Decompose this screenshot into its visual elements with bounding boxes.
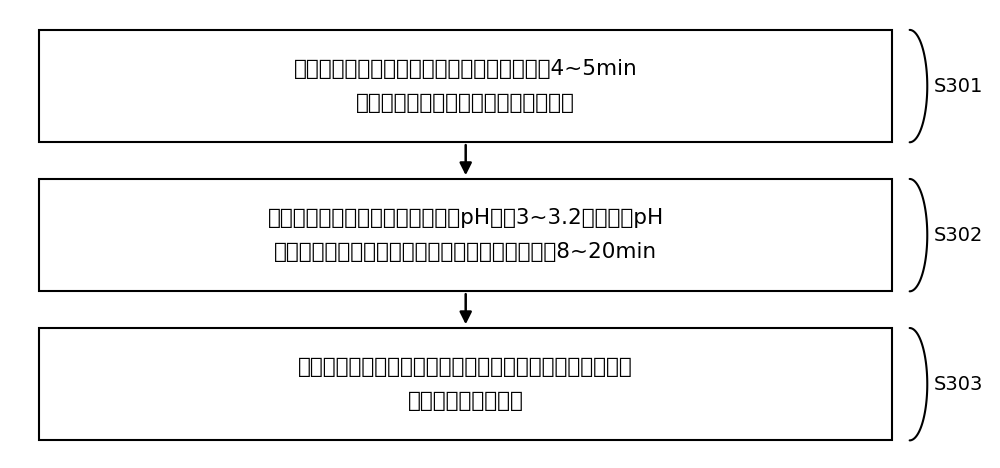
Text: 后的溶液进行加热，加热中进行搞拌，加热时间为8~20min: 后的溶液进行加热，加热中进行搞拌，加热时间为8~20min	[274, 242, 657, 263]
Text: S302: S302	[934, 226, 984, 245]
Text: 并进行静置，去除底部沉淠得到上清液: 并进行静置，去除底部沉淠得到上清液	[356, 93, 575, 113]
Text: S301: S301	[934, 77, 984, 96]
Text: 对加热后溶液进行过滤，得到鸨水解产物；使用鸨水解产物: 对加热后溶液进行过滤，得到鸨水解产物；使用鸨水解产物	[298, 357, 633, 377]
Bar	[39, 30, 892, 142]
Text: S303: S303	[934, 375, 984, 394]
Bar	[39, 328, 892, 440]
Bar	[39, 179, 892, 291]
Text: 向上清液中滴加硫酸调节上清液的pH値为3~3.2；将调节pH: 向上清液中滴加硫酸调节上清液的pH値为3~3.2；将调节pH	[268, 208, 664, 228]
Text: 进行三氧化鸨的制备: 进行三氧化鸨的制备	[408, 391, 524, 411]
Text: 将鸨矿石粉末与氢氧化钒溶液进行混合，搞拌4~5min: 将鸨矿石粉末与氢氧化钒溶液进行混合，搞拌4~5min	[294, 59, 638, 79]
